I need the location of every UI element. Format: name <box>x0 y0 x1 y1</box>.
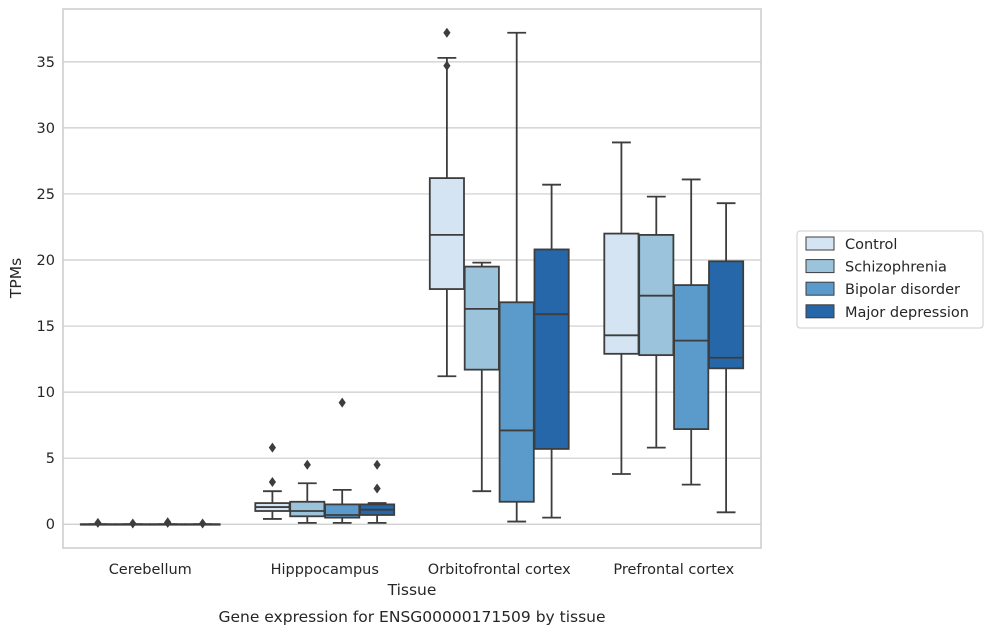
x-tick-label: Orbitofrontal cortex <box>428 562 571 578</box>
legend-frame <box>796 230 984 329</box>
x-tick-label: Prefrontal cortex <box>613 562 734 578</box>
box <box>289 500 326 518</box>
legend-items: Control Schizophrenia Bipolar disorder Majo… <box>805 236 969 321</box>
outlier-point <box>443 27 451 38</box>
y-tick-label: 5 <box>46 451 55 467</box>
legend-item: Schizophrenia <box>805 259 947 276</box>
box-group <box>359 459 396 524</box>
y-tick-label: 10 <box>37 385 55 401</box>
y-tick-label: 0 <box>46 517 55 533</box>
legend-label: Bipolar disorder <box>845 282 960 298</box>
box-group <box>498 31 535 523</box>
outlier-point <box>268 442 276 453</box>
outlier-point <box>373 483 381 494</box>
y-tick-label: 25 <box>37 187 55 203</box>
legend-label: Major depression <box>845 305 969 321</box>
legend-swatch <box>805 259 835 274</box>
box-group <box>428 27 465 378</box>
box-group <box>463 261 500 493</box>
box-group <box>184 518 221 529</box>
box <box>428 177 465 290</box>
legend-swatch <box>805 281 835 296</box>
y-tick-label: 35 <box>37 55 55 71</box>
outlier-point <box>303 459 311 470</box>
outlier-point <box>268 476 276 487</box>
outlier-point <box>443 60 451 71</box>
legend-label: Schizophrenia <box>845 260 947 276</box>
outlier-point <box>338 397 346 408</box>
box <box>708 260 745 370</box>
y-tick-label: 15 <box>37 319 55 335</box>
outlier-point <box>373 459 381 470</box>
legend-item: Bipolar disorder <box>805 281 960 298</box>
box-group <box>638 195 675 449</box>
plot-frame <box>62 8 762 549</box>
box-groups <box>79 27 745 529</box>
y-tick-label: 30 <box>37 121 55 137</box>
box <box>498 301 535 503</box>
legend-label: Control <box>845 237 897 253</box>
box <box>533 248 570 450</box>
y-tick-label: 20 <box>37 253 55 269</box>
box <box>603 232 640 355</box>
outlier-point <box>199 518 207 529</box>
x-tick-labels: Cerebellum Hipppocampus Orbitofrontal cort… <box>109 562 735 578</box>
box <box>463 265 500 371</box>
legend-swatch <box>805 236 835 251</box>
outlier-point <box>129 518 137 529</box>
legend-swatch <box>805 304 835 319</box>
outlier-point <box>164 517 172 528</box>
y-axis-label: TPMs <box>7 258 25 299</box>
x-axis-label: Tissue <box>387 581 437 599</box>
box-group <box>708 202 745 514</box>
legend-item: Major depression <box>805 304 969 321</box>
box <box>673 284 710 431</box>
y-tick-labels: 0 5 10 15 20 25 30 35 <box>37 55 55 533</box>
legend-item: Control <box>805 236 897 253</box>
legend: Control Schizophrenia Bipolar disorder Majo… <box>796 230 984 329</box>
x-tick-label: Cerebellum <box>109 562 192 578</box>
box-group <box>673 178 710 486</box>
box-group <box>289 459 326 524</box>
outlier-point <box>94 517 102 528</box>
x-tick-label: Hipppocampus <box>271 562 379 578</box>
box-group <box>533 183 570 519</box>
chart-caption: Gene expression for ENSG00000171509 by t… <box>218 608 605 626</box>
box-group <box>603 141 640 475</box>
